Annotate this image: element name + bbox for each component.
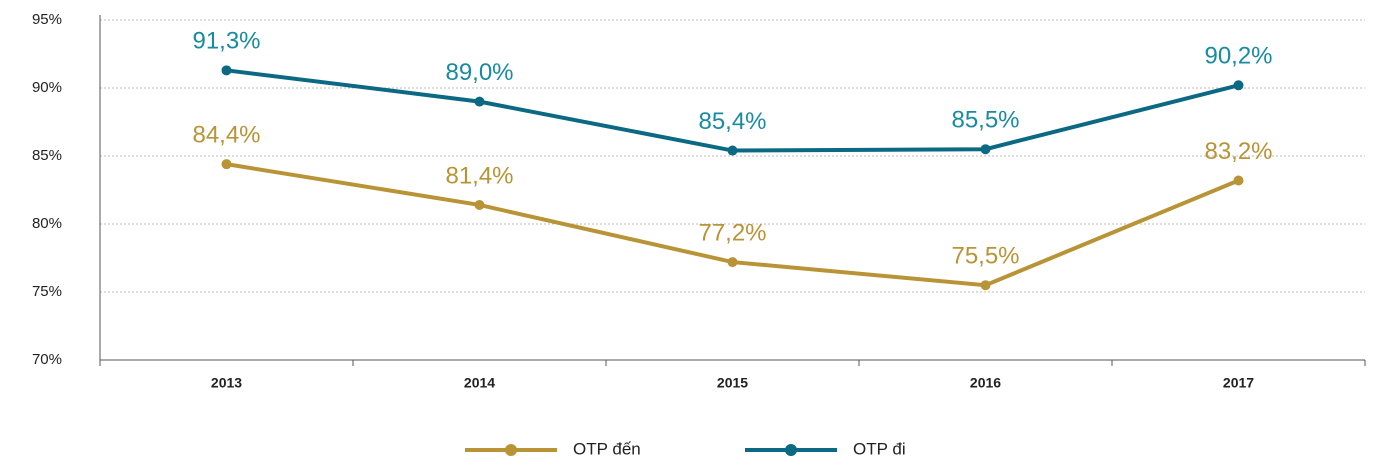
value-label: 81,4%	[445, 162, 513, 189]
x-tick-label: 2016	[970, 375, 1001, 391]
value-label: 89,0%	[445, 59, 513, 86]
point	[221, 159, 232, 170]
legend-marker	[505, 444, 517, 456]
point	[980, 144, 991, 155]
value-label: 91,3%	[192, 28, 260, 55]
value-label: 90,2%	[1204, 43, 1272, 70]
value-label: 77,2%	[698, 219, 766, 246]
y-tick-label: 95%	[32, 11, 62, 28]
point	[1233, 175, 1244, 186]
legend-marker	[785, 444, 797, 456]
y-tick-label: 90%	[32, 79, 62, 96]
x-tick-label: 2013	[211, 375, 242, 391]
point	[727, 145, 738, 156]
value-label: 83,2%	[1204, 138, 1272, 165]
legend-label: OTP đến	[573, 439, 641, 458]
x-tick-label: 2014	[464, 375, 495, 391]
y-tick-label: 75%	[32, 283, 62, 300]
x-tick-label: 2017	[1223, 375, 1254, 391]
point	[727, 257, 738, 268]
point	[474, 199, 485, 210]
point	[221, 65, 232, 76]
point	[980, 280, 991, 291]
y-tick-label: 80%	[32, 215, 62, 232]
y-tick-label: 70%	[32, 351, 62, 368]
legend-label: OTP đi	[853, 439, 906, 458]
point	[474, 96, 485, 107]
point	[1233, 80, 1244, 91]
x-tick-label: 2015	[717, 375, 748, 391]
value-label: 85,4%	[698, 108, 766, 135]
value-label: 75,5%	[951, 243, 1019, 270]
value-label: 84,4%	[192, 122, 260, 149]
value-label: 85,5%	[951, 107, 1019, 134]
y-tick-label: 85%	[32, 147, 62, 164]
